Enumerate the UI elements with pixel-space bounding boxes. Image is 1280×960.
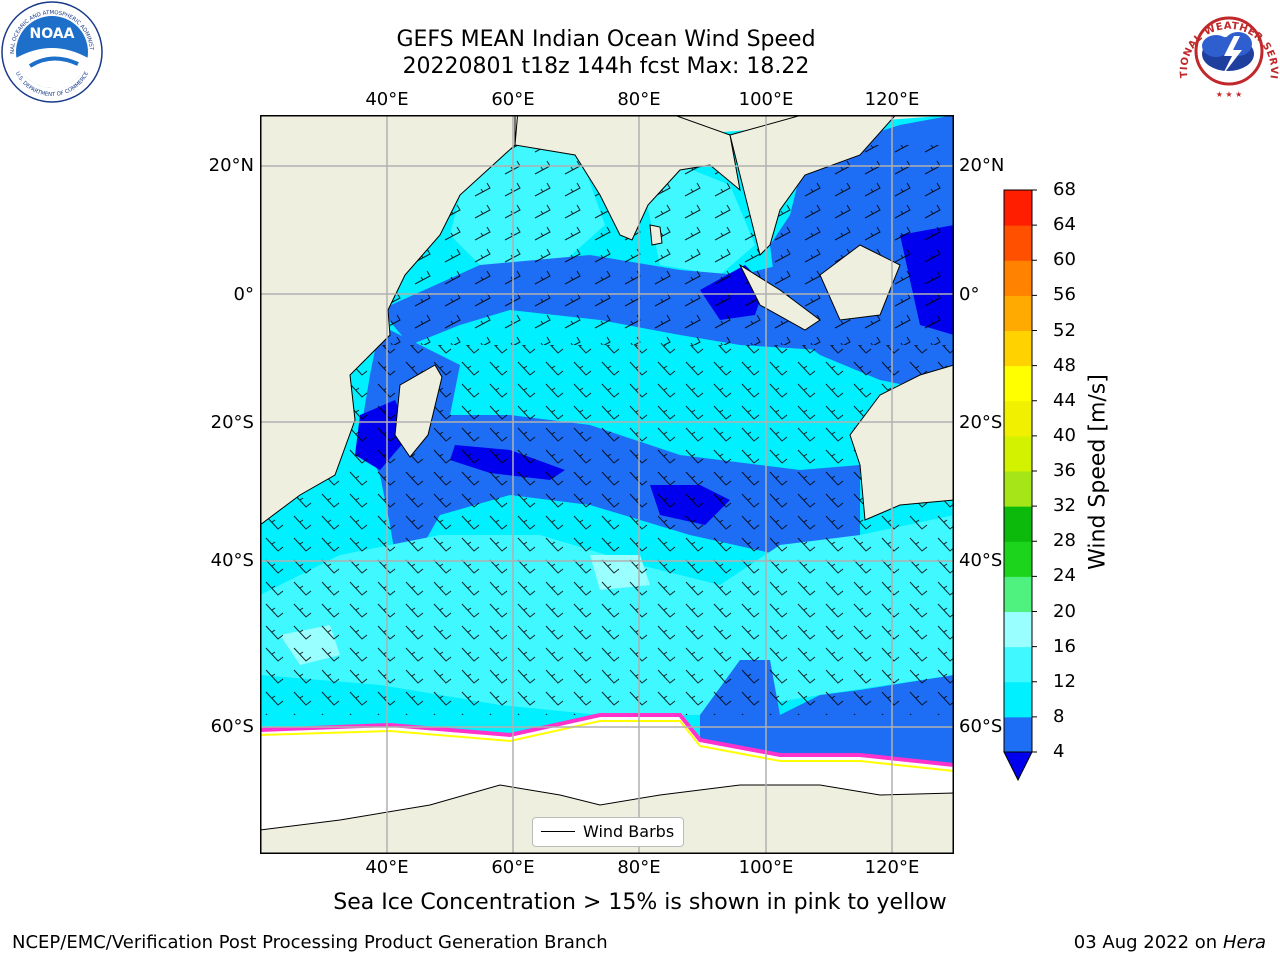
svg-text:★ ★ ★: ★ ★ ★ (1216, 90, 1243, 99)
colorbar-segment (1004, 330, 1032, 367)
wind-speed-map (260, 115, 954, 854)
colorbar-tick-label: 24 (1053, 565, 1076, 587)
colorbar-segment (1004, 295, 1032, 331)
colorbar-title: Wind Speed [m/s] (1085, 374, 1111, 570)
colorbar-extend-triangle (1003, 751, 1033, 782)
footer-branch: NCEP/EMC/Verification Post Processing Pr… (12, 932, 608, 953)
colorbar-tick-label: 48 (1053, 354, 1076, 376)
colorbar-tick-label: 12 (1053, 670, 1076, 692)
colorbar-tick-label: 32 (1053, 495, 1076, 517)
lon-tick-bottom-100e: 100°E (738, 857, 794, 878)
madagascar-island (394, 364, 443, 458)
colorbar-tick-label: 52 (1053, 319, 1076, 341)
lat-tick-left-20n: 20°N (208, 155, 254, 176)
footer-host: Hera (1222, 932, 1266, 953)
colorbar-segment (1004, 716, 1032, 753)
colorbar-tick-label: 16 (1053, 635, 1076, 657)
noaa-logo-text: NOAA (30, 26, 75, 42)
nws-logo: NATIONAL WEATHER SERVICE ★ ★ ★ (1178, 0, 1279, 100)
lon-tick-top-60e: 60°E (491, 89, 535, 110)
colorbar-tick-label: 36 (1053, 460, 1076, 481)
colorbar-segment (1004, 225, 1032, 261)
colorbar-tick-label: 68 (1053, 179, 1076, 200)
lon-tick-bottom-120e: 120°E (864, 857, 920, 878)
sea-ice-note: Sea Ice Concentration > 15% is shown in … (333, 890, 947, 915)
colorbar-tick-label: 40 (1053, 424, 1076, 446)
india-landmass (514, 115, 741, 241)
colorbar-tick-label: 20 (1053, 600, 1076, 622)
colorbar-segment (1004, 400, 1032, 437)
colorbar-segment (1004, 611, 1032, 648)
lon-tick-top-100e: 100°E (738, 89, 794, 110)
colorbar-segment (1004, 471, 1032, 507)
chart-subtitle: 20220801 t18z 144h fcst Max: 18.22 (402, 54, 810, 79)
wind-barb-legend-label: Wind Barbs (583, 822, 675, 841)
lat-tick-right-20s: 20°S (959, 412, 1003, 433)
colorbar-tick-label: 64 (1053, 214, 1076, 236)
colorbar-tick-label: 60 (1053, 249, 1076, 271)
lon-tick-top-120e: 120°E (864, 89, 920, 110)
colorbar-segment (1004, 646, 1032, 683)
australia-landmass (849, 364, 954, 521)
colorbar-segment (1004, 365, 1032, 402)
colorbar-tick-label: 44 (1053, 389, 1076, 411)
colorbar-tick-label: 28 (1053, 530, 1076, 552)
chart-title: GEFS MEAN Indian Ocean Wind Speed (396, 27, 816, 52)
colorbar-segment (1004, 681, 1032, 718)
colorbar-segment (1004, 435, 1032, 472)
lat-tick-right-20n: 20°N (959, 155, 1005, 176)
se-asia-landmass (729, 115, 897, 256)
colorbar-tick-label: 8 (1053, 705, 1065, 727)
colorbar-tick-label: 4 (1053, 741, 1065, 762)
colorbar-segment (1004, 541, 1032, 577)
lat-tick-right-60s: 60°S (959, 716, 1003, 737)
lat-tick-left-20s: 20°S (210, 412, 254, 433)
footer-date-text: 03 Aug 2022 on (1073, 932, 1218, 953)
lat-tick-left-40s: 40°S (210, 550, 254, 571)
colorbar-segment (1004, 190, 1032, 226)
wind-speed-colorbar (1003, 189, 1037, 782)
map-legend: Wind Barbs (532, 817, 684, 847)
lon-tick-top-40e: 40°E (365, 89, 409, 110)
noaa-logo: NOAA NATIONAL OCEANIC AND ATMOSPHERIC AD… (0, 0, 103, 103)
lat-tick-left-60s: 60°S (210, 716, 254, 737)
lon-tick-bottom-40e: 40°E (365, 857, 409, 878)
colorbar-segment (1004, 260, 1032, 296)
colorbar-segment (1004, 576, 1032, 612)
lat-tick-right-0: 0° (959, 284, 980, 305)
colorbar-segment (1004, 506, 1032, 542)
wind-barb-legend-line (541, 831, 575, 832)
lat-tick-left-0: 0° (233, 284, 254, 305)
lat-tick-right-40s: 40°S (959, 550, 1003, 571)
map-gridlines (260, 115, 954, 854)
colorbar-tick-label: 56 (1053, 284, 1076, 306)
footer-date: 03 Aug 2022 on Hera (1074, 932, 1266, 953)
lon-tick-bottom-80e: 80°E (617, 857, 661, 878)
lon-tick-bottom-60e: 60°E (491, 857, 535, 878)
lon-tick-top-80e: 80°E (617, 89, 661, 110)
